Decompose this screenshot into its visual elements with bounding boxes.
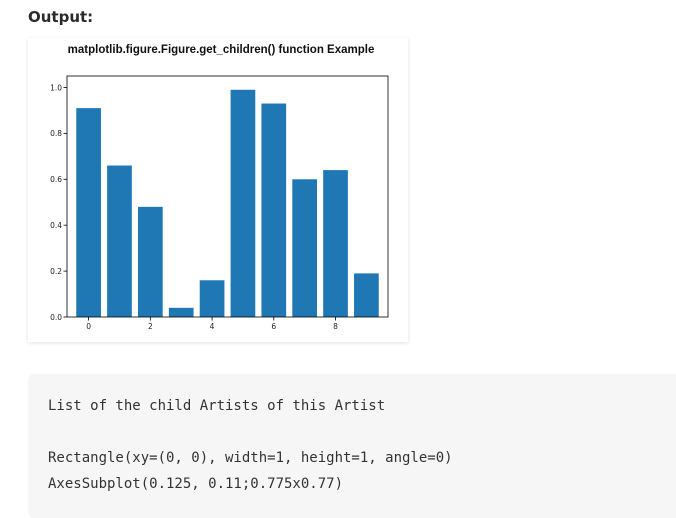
x-tick-label: 8 (333, 322, 338, 331)
bar-8 (323, 170, 348, 317)
x-tick-label: 4 (210, 322, 215, 331)
y-tick-label: 0.4 (50, 221, 62, 230)
x-tick-label: 6 (271, 322, 276, 331)
bar-2 (137, 206, 163, 317)
y-axis-ticks: 0.0 0.2 0.4 0.6 0.8 1.0 (50, 83, 67, 322)
bars-group (76, 89, 379, 318)
code-output-line-2: Rectangle(xy=(0, 0), width=1, height=1, … (48, 450, 453, 466)
y-tick-label: 1.0 (50, 83, 62, 92)
y-tick-label: 0.6 (50, 175, 62, 184)
x-axis-ticks: 0 2 4 6 8 (86, 317, 338, 331)
x-tick-label: 0 (86, 322, 91, 331)
code-output-line-1: List of the child Artists of this Artist (48, 398, 386, 414)
bar-7 (292, 179, 318, 317)
code-output-line-3: AxesSubplot(0.125, 0.11;0.775x0.77) (48, 476, 344, 492)
output-heading: Output: (28, 8, 94, 26)
chart-title: matplotlib.figure.Figure.get_children() … (68, 44, 375, 56)
bar-5 (230, 89, 256, 317)
bar-0 (76, 108, 101, 317)
y-tick-label: 0.0 (50, 313, 62, 322)
figure-card: matplotlib.figure.Figure.get_children() … (28, 38, 408, 342)
y-tick-label: 0.2 (50, 267, 62, 276)
bar-chart: matplotlib.figure.Figure.get_children() … (50, 44, 389, 331)
bar-4 (199, 280, 225, 317)
y-tick-label: 0.8 (50, 129, 62, 138)
bar-1 (107, 165, 132, 317)
bar-6 (261, 103, 287, 318)
bar-9 (354, 273, 379, 317)
x-tick-label: 2 (148, 322, 153, 331)
bar-3 (168, 307, 194, 317)
axes-frame (66, 75, 389, 318)
code-output-block: List of the child Artists of this Artist… (28, 374, 676, 518)
